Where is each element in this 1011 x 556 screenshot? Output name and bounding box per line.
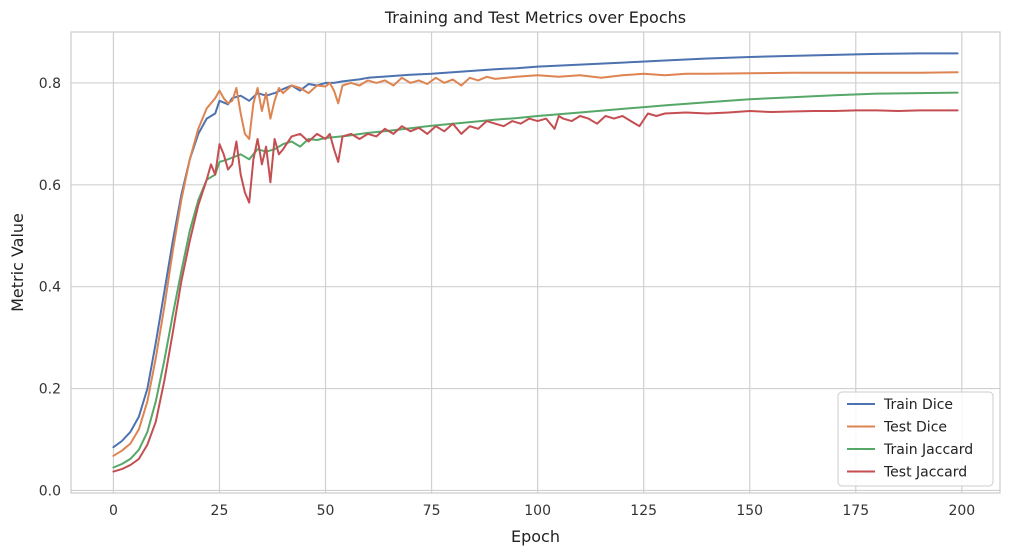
y-tick-label: 0.0 — [39, 483, 61, 499]
y-tick-label: 0.6 — [39, 178, 61, 194]
x-tick-label: 150 — [736, 503, 763, 519]
series-line-train-jaccard — [112, 91, 959, 469]
legend-label-train-dice: Train Dice — [883, 397, 953, 413]
y-axis-label: Metric Value — [8, 213, 27, 312]
x-axis-label: Epoch — [511, 527, 560, 546]
series-line-test-dice — [112, 71, 959, 457]
x-tick-label: 0 — [109, 503, 118, 519]
legend: Train Dice Test Dice Train Jaccard Test Jac… — [837, 391, 994, 487]
chart-title: Training and Test Metrics over Epochs — [384, 8, 686, 27]
legend-label-test-jaccard: Test Jaccard — [883, 465, 967, 481]
plot-frame — [70, 31, 1001, 494]
legend-label-test-dice: Test Dice — [883, 420, 947, 436]
x-tick-label: 25 — [211, 503, 229, 519]
x-tick-label: 100 — [524, 503, 551, 519]
y-tick-label: 0.8 — [39, 76, 61, 92]
y-tick-label: 0.4 — [39, 280, 61, 296]
x-tick-label: 175 — [842, 503, 869, 519]
legend-label-train-jaccard: Train Jaccard — [883, 442, 973, 458]
x-tick-label: 50 — [317, 503, 335, 519]
y-tick-label: 0.2 — [39, 382, 61, 398]
x-tick-label: 125 — [630, 503, 657, 519]
series-group — [112, 52, 959, 473]
legend-frame — [837, 391, 994, 487]
grid — [71, 32, 1000, 493]
x-axis: 0 25 50 75 100 125 150 175 200 — [109, 503, 975, 519]
y-axis: 0.0 0.2 0.4 0.6 0.8 — [39, 76, 61, 500]
x-tick-label: 200 — [948, 503, 975, 519]
x-tick-label: 75 — [423, 503, 441, 519]
series-line-test-jaccard — [112, 109, 959, 473]
